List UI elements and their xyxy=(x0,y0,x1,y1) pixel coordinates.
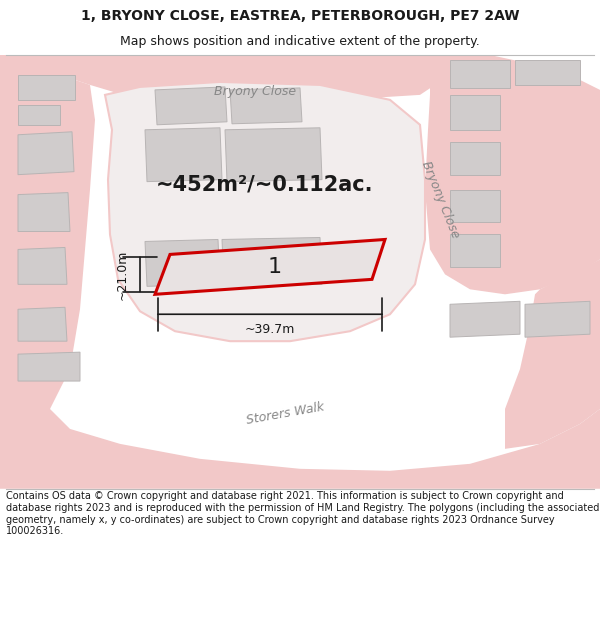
Polygon shape xyxy=(425,55,600,294)
Text: 1, BRYONY CLOSE, EASTREA, PETERBOROUGH, PE7 2AW: 1, BRYONY CLOSE, EASTREA, PETERBOROUGH, … xyxy=(81,9,519,24)
Polygon shape xyxy=(450,60,510,88)
Polygon shape xyxy=(0,55,95,419)
Text: ~452m²/~0.112ac.: ~452m²/~0.112ac. xyxy=(156,174,374,194)
Polygon shape xyxy=(450,234,500,268)
Polygon shape xyxy=(0,369,600,489)
Polygon shape xyxy=(18,132,74,174)
Text: Map shows position and indicative extent of the property.: Map shows position and indicative extent… xyxy=(120,35,480,48)
Polygon shape xyxy=(155,239,385,294)
Polygon shape xyxy=(225,127,322,182)
Polygon shape xyxy=(18,248,67,284)
Polygon shape xyxy=(505,259,600,449)
Polygon shape xyxy=(450,189,500,221)
Text: ~39.7m: ~39.7m xyxy=(245,322,295,336)
Text: Bryony Close: Bryony Close xyxy=(214,86,296,98)
Polygon shape xyxy=(145,239,220,286)
Polygon shape xyxy=(18,192,70,231)
Polygon shape xyxy=(515,60,580,85)
Polygon shape xyxy=(450,142,500,174)
Polygon shape xyxy=(18,105,60,125)
Polygon shape xyxy=(145,127,222,182)
Text: 1: 1 xyxy=(268,258,282,278)
Text: Bryony Close: Bryony Close xyxy=(419,159,461,240)
Text: Contains OS data © Crown copyright and database right 2021. This information is : Contains OS data © Crown copyright and d… xyxy=(6,491,599,536)
Polygon shape xyxy=(18,308,67,341)
Polygon shape xyxy=(222,238,322,286)
Polygon shape xyxy=(18,352,80,381)
Polygon shape xyxy=(525,301,590,337)
Polygon shape xyxy=(230,88,302,124)
Polygon shape xyxy=(60,55,450,102)
Polygon shape xyxy=(155,87,227,125)
Text: Storers Walk: Storers Walk xyxy=(245,401,325,428)
Text: ~21.0m: ~21.0m xyxy=(115,249,128,299)
Polygon shape xyxy=(18,75,75,100)
Polygon shape xyxy=(105,82,425,341)
Polygon shape xyxy=(450,95,500,130)
Polygon shape xyxy=(450,301,520,337)
